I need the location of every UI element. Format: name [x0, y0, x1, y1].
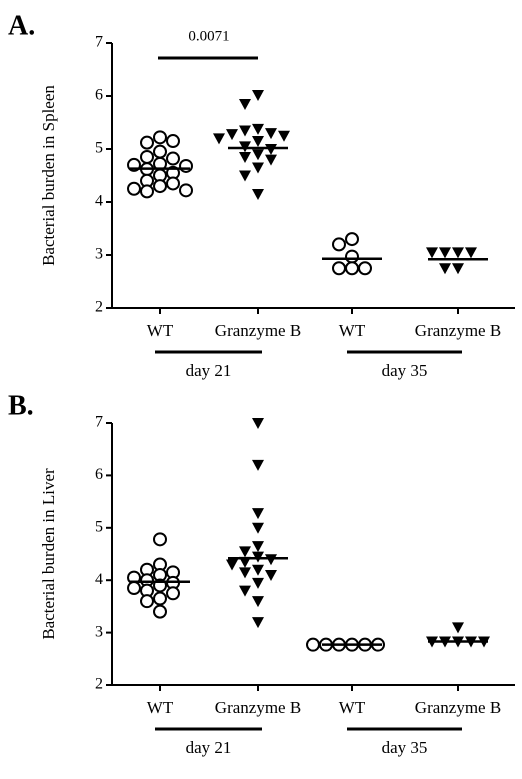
data-point	[306, 637, 320, 652]
data-point	[166, 134, 180, 149]
data-point	[358, 261, 372, 276]
data-point	[452, 622, 464, 634]
data-point	[265, 154, 277, 166]
y-tick-label: 2	[95, 676, 103, 693]
data-point	[252, 189, 264, 201]
x-tick-label: Granzyme B	[415, 698, 501, 717]
data-point	[252, 541, 264, 553]
data-point	[252, 459, 264, 471]
data-point	[332, 261, 346, 276]
group-label: day 35	[382, 361, 428, 380]
data-point	[140, 135, 154, 150]
data-point	[153, 532, 167, 547]
data-point	[345, 249, 359, 264]
data-point	[140, 594, 154, 609]
y-tick-label: 2	[95, 299, 103, 316]
y-tick-label: 6	[95, 466, 103, 483]
x-tick-label: WT	[147, 321, 174, 340]
data-point	[239, 98, 251, 110]
data-point	[265, 128, 277, 140]
data-point	[345, 261, 359, 276]
data-point	[226, 559, 238, 571]
data-point	[426, 247, 438, 259]
data-point	[140, 184, 154, 199]
y-tick-label: 3	[95, 246, 103, 263]
data-point	[252, 418, 264, 429]
y-tick-label: 4	[95, 571, 103, 588]
data-point	[239, 567, 251, 579]
data-point	[179, 183, 193, 198]
y-axis-label: Bacterial burden in Liver	[39, 468, 58, 640]
group-label: day 21	[186, 361, 232, 380]
panel-label: A.	[8, 10, 35, 41]
data-point	[153, 130, 167, 145]
group-label: day 35	[382, 738, 428, 757]
panel-label: B.	[8, 390, 34, 421]
y-tick-label: 5	[95, 518, 103, 535]
data-point	[166, 151, 180, 166]
data-point	[179, 158, 193, 173]
data-point	[452, 263, 464, 275]
group-label: day 21	[186, 738, 232, 757]
data-point	[213, 133, 225, 145]
data-point	[252, 136, 264, 148]
data-point	[452, 247, 464, 259]
data-point	[252, 617, 264, 629]
x-tick-label: Granzyme B	[215, 698, 301, 717]
data-point	[252, 89, 264, 101]
y-tick-label: 6	[95, 87, 103, 104]
data-point	[252, 577, 264, 589]
x-tick-label: Granzyme B	[415, 321, 501, 340]
data-point	[140, 149, 154, 164]
y-tick-label: 4	[95, 193, 103, 210]
data-point	[239, 585, 251, 597]
data-point	[265, 569, 277, 581]
data-point	[153, 604, 167, 619]
x-tick-label: Granzyme B	[215, 321, 301, 340]
data-point	[278, 130, 290, 142]
data-point	[252, 162, 264, 174]
y-tick-label: 5	[95, 140, 103, 157]
y-tick-label: 7	[95, 34, 103, 51]
data-point	[166, 586, 180, 601]
data-point	[265, 554, 277, 566]
data-point	[127, 581, 141, 596]
y-axis-label: Bacterial burden in Spleen	[39, 85, 58, 266]
data-point	[252, 564, 264, 576]
data-point	[153, 591, 167, 606]
data-point	[252, 522, 264, 534]
data-point	[252, 123, 264, 135]
x-tick-label: WT	[339, 321, 366, 340]
data-point	[252, 596, 264, 608]
data-point	[166, 176, 180, 191]
data-point	[226, 129, 238, 141]
data-point	[252, 508, 264, 520]
data-point	[153, 144, 167, 159]
data-point	[465, 247, 477, 259]
data-point	[439, 247, 451, 259]
data-point	[439, 263, 451, 275]
data-point	[265, 144, 277, 155]
data-point	[252, 149, 264, 161]
data-point	[239, 125, 251, 137]
data-point	[332, 237, 346, 252]
x-tick-label: WT	[147, 698, 174, 717]
y-tick-label: 3	[95, 623, 103, 640]
data-point	[239, 546, 251, 558]
data-point	[239, 151, 251, 163]
data-point	[239, 170, 251, 182]
x-tick-label: WT	[339, 698, 366, 717]
y-tick-label: 7	[95, 414, 103, 431]
data-point	[153, 179, 167, 194]
data-point	[127, 181, 141, 196]
data-point	[239, 556, 251, 568]
data-point	[345, 232, 359, 247]
significance-label: 0.0071	[188, 28, 229, 44]
